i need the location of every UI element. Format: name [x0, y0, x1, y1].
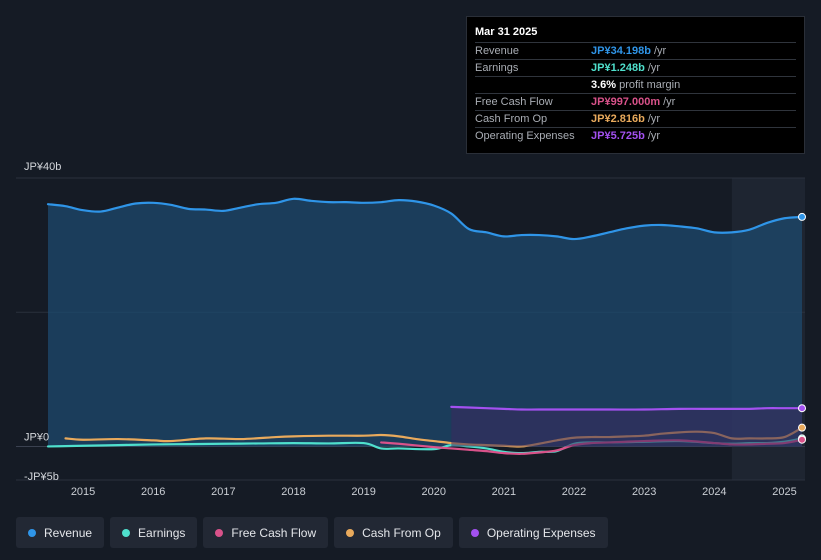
legend-item-free-cash-flow[interactable]: Free Cash Flow	[203, 517, 329, 548]
x-tick-2025: 2025	[772, 486, 796, 498]
tooltip-row-free-cash-flow: Free Cash Flow JP¥997.000m /yr	[475, 94, 796, 111]
revenue-line	[46, 197, 804, 241]
tooltip-unit: /yr	[647, 62, 661, 74]
revenue-end-marker	[798, 212, 806, 221]
legend-label: Earnings	[138, 525, 186, 540]
tooltip-unit: /yr	[663, 96, 676, 108]
legend-dot-icon	[215, 528, 224, 537]
y-axis-label-jp-0: JP¥0	[24, 431, 49, 443]
tooltip-value: JP¥2.816b	[591, 113, 645, 125]
tooltip-row-revenue: Revenue JP¥34.198b /yr	[475, 43, 796, 60]
x-tick-2019: 2019	[351, 486, 375, 498]
tooltip-unit: /yr	[653, 45, 667, 57]
tooltip-unit: /yr	[647, 113, 661, 125]
tooltip-panel: Mar 31 2025 Revenue JP¥34.198b /yr Earni…	[466, 16, 805, 154]
legend-dot-icon	[122, 528, 131, 537]
chart: JP¥40b JP¥0 -JP¥5b 2015 2016 2017 2018 2019 202…	[16, 161, 806, 498]
tooltip-row-profit-margin: 3.6% profit margin	[475, 77, 796, 94]
y-axis-label-jp-40b: JP¥40b	[24, 161, 61, 173]
legend-item-earnings[interactable]: Earnings	[110, 517, 198, 548]
tooltip-value: 3.6%	[591, 79, 617, 91]
y-axis-labels: JP¥40b JP¥0 -JP¥5b	[24, 161, 61, 483]
revenue-area	[48, 198, 802, 447]
legend-label: Operating Expenses	[486, 525, 596, 540]
tooltip-label: Operating Expenses	[475, 130, 575, 142]
legend-item-operating-expenses[interactable]: Operating Expenses	[458, 517, 608, 548]
x-tick-2016: 2016	[141, 486, 165, 498]
operating-expenses-end-marker	[798, 404, 806, 413]
legend-item-cash-from-op[interactable]: Cash From Op	[334, 517, 453, 548]
legend-dot-icon	[346, 528, 355, 537]
operating-expenses-line	[450, 405, 804, 411]
operating-expenses-area	[451, 406, 802, 447]
marker-layer	[798, 212, 806, 444]
free-cash-flow-end-marker	[798, 435, 806, 444]
tooltip-label: Earnings	[475, 62, 519, 74]
legend-dot-icon	[470, 528, 479, 537]
tooltip-value: JP¥1.248b	[591, 62, 645, 74]
tooltip-label: Cash From Op	[475, 113, 548, 125]
tooltip-row-cash-from-op: Cash From Op JP¥2.816b /yr	[475, 111, 796, 128]
tooltip-date: Mar 31 2025	[475, 23, 796, 43]
tooltip-label	[475, 77, 591, 93]
legend: Revenue Earnings Free Cash Flow Cash Fro…	[16, 517, 608, 548]
tooltip-row-earnings: Earnings JP¥1.248b /yr	[475, 60, 796, 77]
legend-item-revenue[interactable]: Revenue	[16, 517, 105, 548]
legend-label: Cash From Op	[362, 525, 441, 540]
tooltip-label: Free Cash Flow	[475, 96, 553, 108]
x-tick-2020: 2020	[422, 486, 446, 498]
legend-label: Free Cash Flow	[231, 525, 317, 540]
cash-from-op-end-marker	[798, 423, 806, 432]
tooltip-value: JP¥997.000m	[591, 96, 661, 108]
x-axis-ticks: 2015 2016 2017 2018 2019 2020 2021 2022 2023 2024…	[71, 486, 797, 498]
series-layer	[46, 197, 804, 455]
tooltip-value: JP¥34.198b	[591, 45, 651, 57]
tooltip-value: JP¥5.725b	[591, 130, 645, 142]
tooltip-label: Revenue	[475, 45, 520, 57]
x-tick-2024: 2024	[702, 486, 726, 498]
legend-dot-icon	[28, 528, 36, 537]
tooltip-unit: /yr	[647, 130, 661, 142]
x-tick-2023: 2023	[632, 486, 656, 498]
x-tick-2021: 2021	[492, 486, 516, 498]
legend-label: Revenue	[44, 525, 93, 540]
x-tick-2017: 2017	[211, 486, 235, 498]
x-tick-2015: 2015	[71, 486, 95, 498]
y-axis-label-jp-5b: -JP¥5b	[24, 471, 59, 483]
x-tick-2022: 2022	[562, 486, 586, 498]
tooltip-unit: profit margin	[619, 79, 681, 91]
x-tick-2018: 2018	[281, 486, 305, 498]
tooltip-row-operating-expenses: Operating Expenses JP¥5.725b /yr	[475, 128, 796, 145]
